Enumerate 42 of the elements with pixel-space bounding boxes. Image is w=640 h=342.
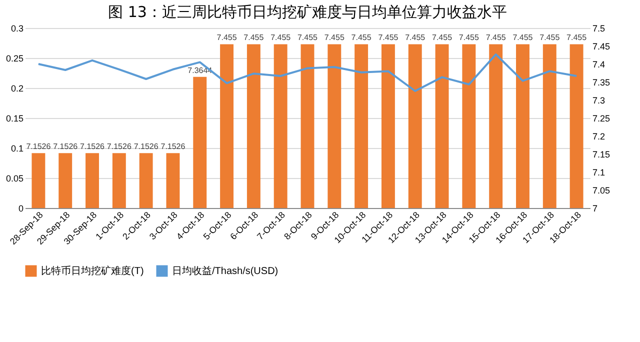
y-tick-label: 0 bbox=[18, 204, 24, 214]
y2-tick-label: 7.5 bbox=[592, 24, 606, 34]
data-label: 7.455 bbox=[297, 33, 318, 42]
data-label: 7.455 bbox=[351, 33, 372, 42]
y2-tick-label: 7.25 bbox=[592, 114, 610, 124]
y2-tick-label: 7.3 bbox=[592, 96, 606, 106]
data-label: 7.455 bbox=[405, 33, 426, 42]
y-tick-label: 0.1 bbox=[10, 144, 24, 154]
legend-label: 比特币日均挖矿难度(T) bbox=[41, 265, 144, 277]
y-tick-label: 0.2 bbox=[10, 84, 24, 94]
data-label: 7.455 bbox=[216, 33, 238, 42]
chart-title: 图 13：近三周比特币日均挖矿难度与日均单位算力收益水平 bbox=[108, 3, 507, 21]
y2-tick-label: 7.35 bbox=[592, 78, 610, 88]
data-label: 7.1526 bbox=[106, 142, 132, 152]
y2-tick-label: 7.4 bbox=[592, 60, 606, 70]
data-label: 7.455 bbox=[324, 33, 345, 42]
data-label: 7.1526 bbox=[80, 142, 106, 152]
data-label: 7.1526 bbox=[134, 142, 159, 152]
y2-tick-label: 7.2 bbox=[592, 132, 606, 142]
data-label: 7.455 bbox=[540, 33, 560, 42]
y2-tick-label: 7.15 bbox=[592, 150, 610, 160]
y2-tick-label: 7.1 bbox=[592, 168, 606, 178]
data-label: 7.455 bbox=[378, 33, 399, 42]
data-label: 7.1526 bbox=[53, 142, 78, 152]
data-label: 7.455 bbox=[566, 33, 588, 42]
line-series bbox=[37, 53, 578, 92]
y2-tick-label: 7 bbox=[592, 204, 598, 214]
legend-label: 日均收益/Thash/s(USD) bbox=[172, 265, 278, 277]
y2-tick-label: 7.45 bbox=[592, 42, 610, 52]
data-label: 7.1526 bbox=[26, 142, 52, 152]
y-tick-label: 0.25 bbox=[6, 54, 24, 64]
data-label: 7.1526 bbox=[160, 142, 186, 152]
data-label: 7.455 bbox=[458, 33, 480, 42]
data-label: 7.455 bbox=[512, 33, 534, 42]
data-label: 7.455 bbox=[486, 33, 506, 42]
data-label: 7.455 bbox=[244, 33, 264, 42]
data-label: 7.455 bbox=[270, 33, 292, 42]
y-tick-label: 0.05 bbox=[6, 174, 24, 184]
data-label: 7.455 bbox=[432, 33, 453, 42]
y-tick-label: 0.15 bbox=[6, 114, 24, 124]
y-tick-label: 0.3 bbox=[10, 24, 24, 34]
y2-tick-label: 7.05 bbox=[592, 186, 610, 196]
